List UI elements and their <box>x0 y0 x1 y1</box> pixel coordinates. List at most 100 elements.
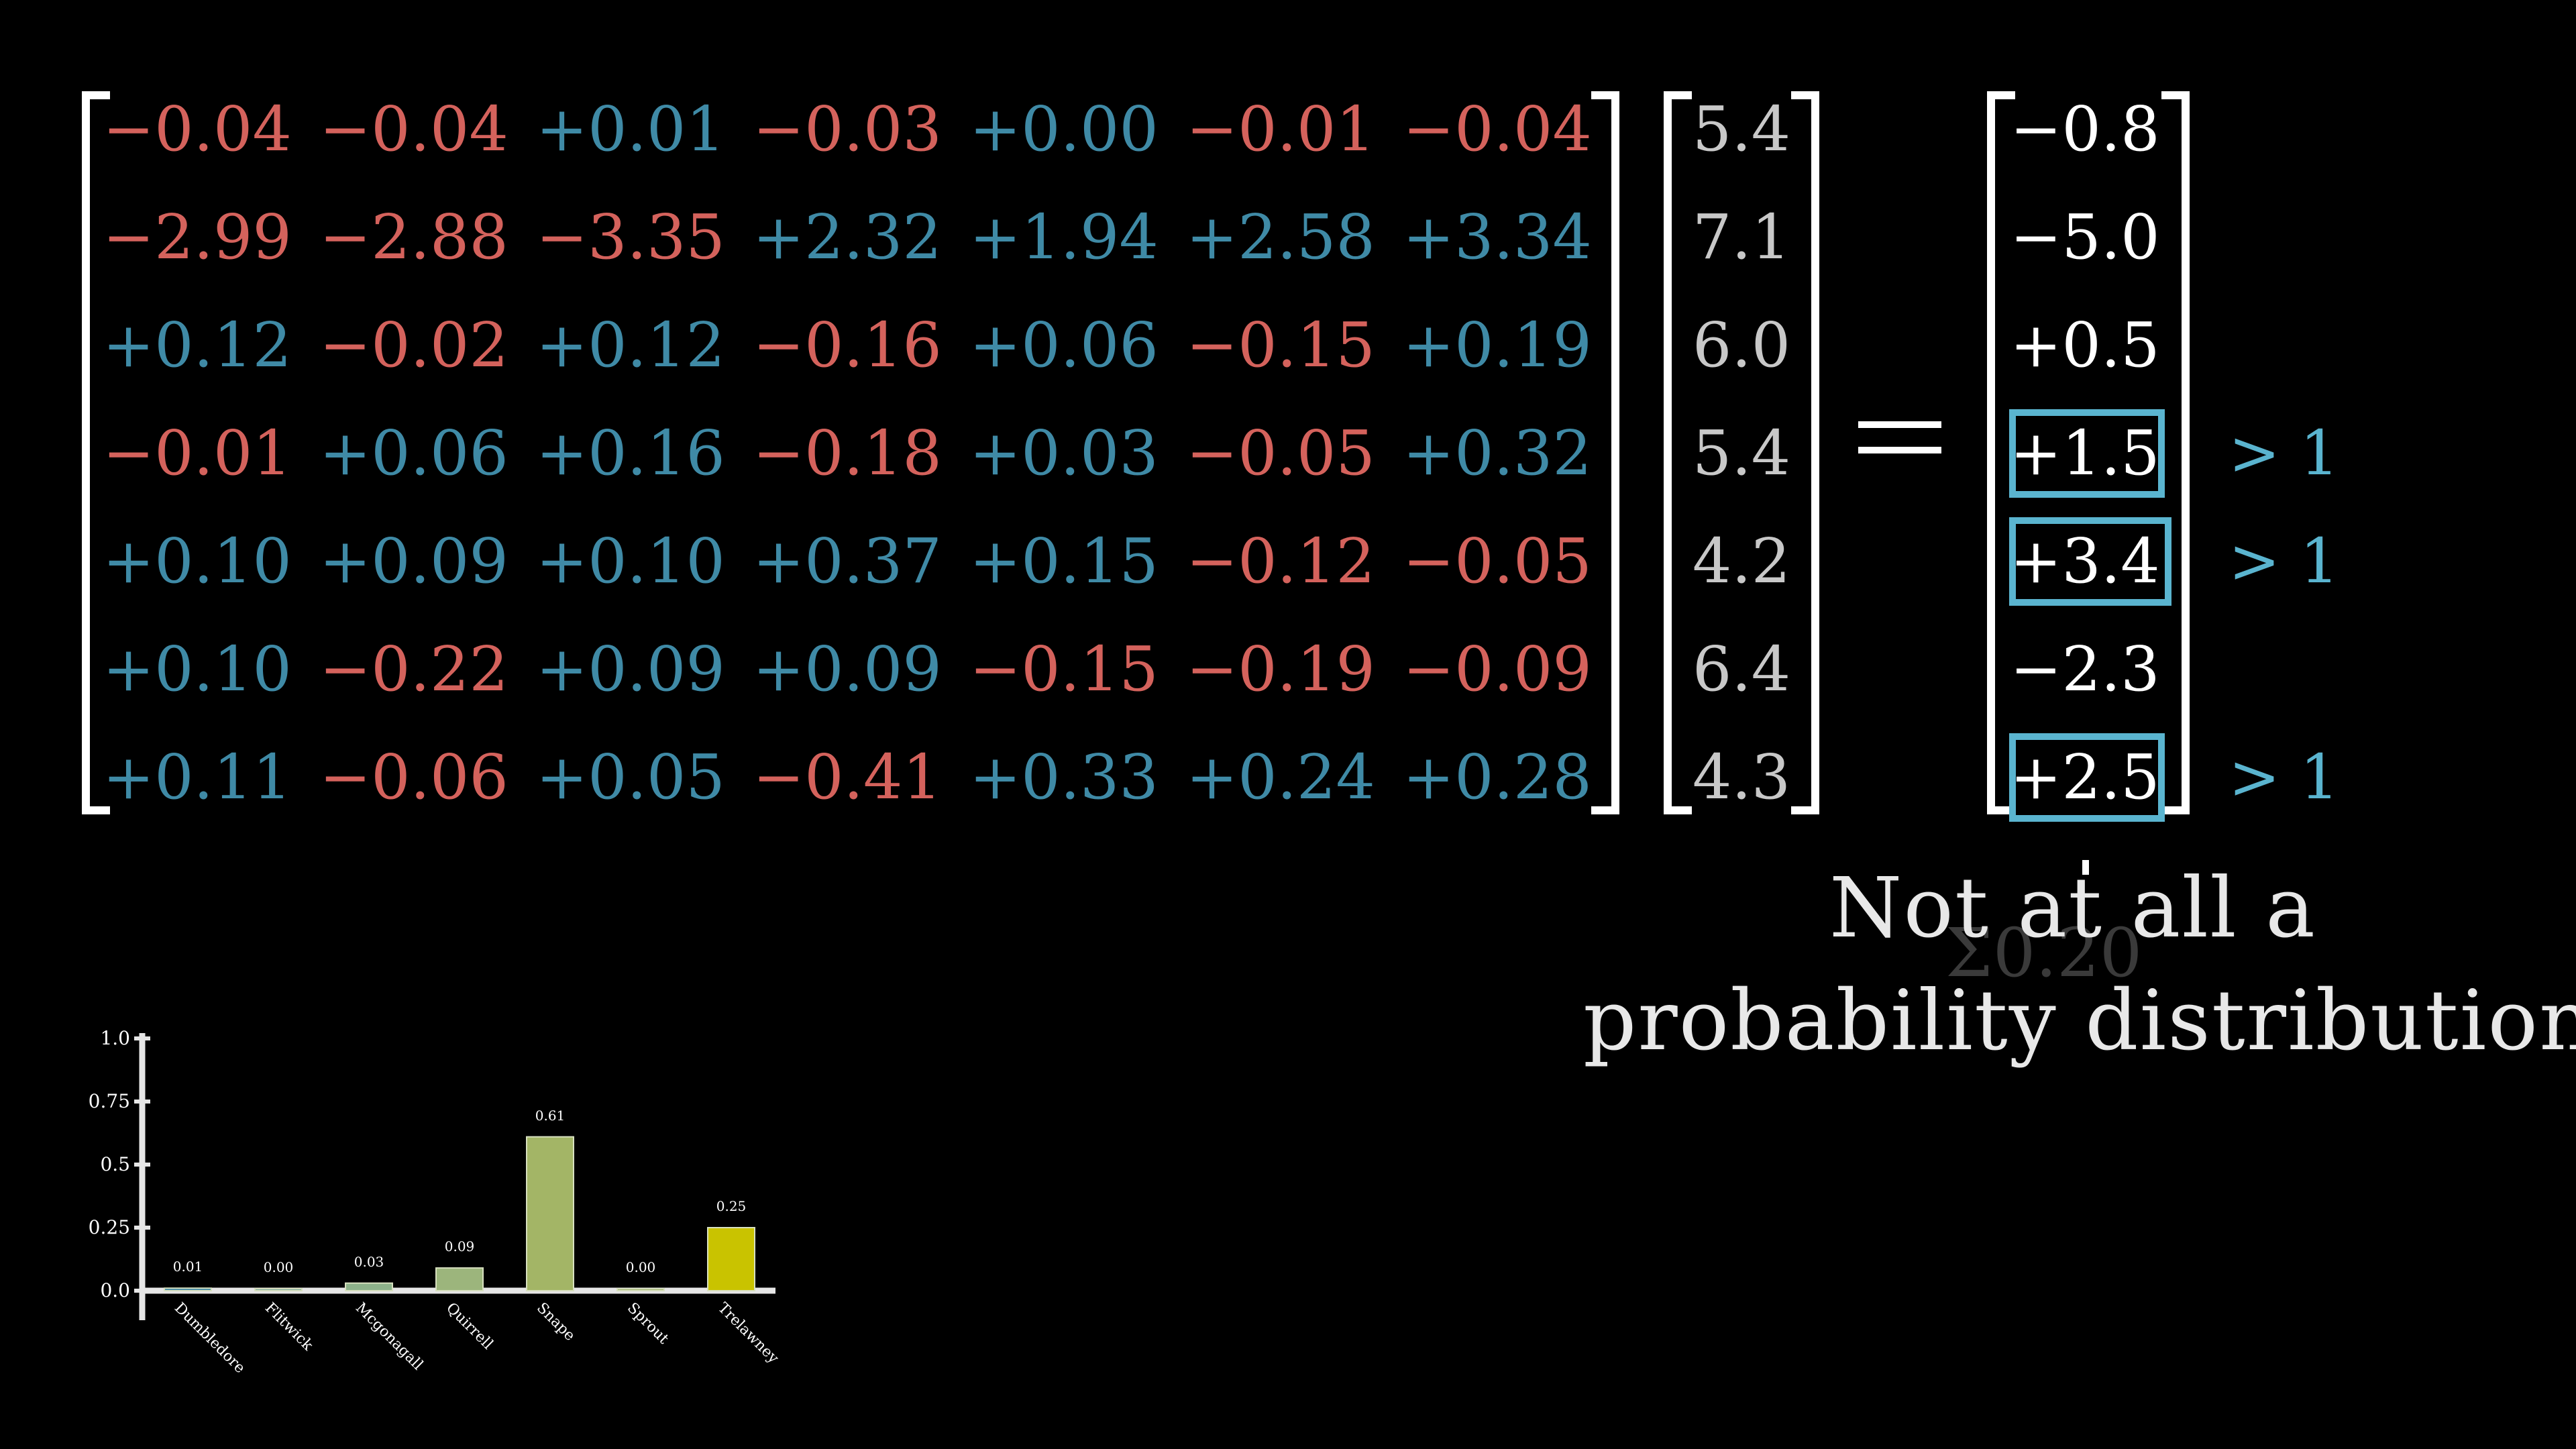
chart-value-label: 0.00 <box>263 1259 294 1275</box>
matrix-cell: +0.09 <box>319 525 508 597</box>
matrix-cell: −2.88 <box>319 201 508 273</box>
chart-y-tick-label: 0.0 <box>100 1279 130 1301</box>
output-vector-left-bracket <box>1987 91 2015 814</box>
matrix-cell: +0.09 <box>753 633 942 705</box>
matrix-cell: −3.35 <box>536 201 725 273</box>
output-vector-entry: −0.8 <box>2010 93 2160 165</box>
matrix-cell: +0.24 <box>1186 741 1375 813</box>
matrix-cell: +0.10 <box>536 525 725 597</box>
matrix-cell: −0.19 <box>1186 633 1375 705</box>
matrix-right-bracket <box>1591 91 1619 814</box>
matrix-cell: +3.34 <box>1403 201 1592 273</box>
input-vector-right-bracket <box>1791 91 1819 814</box>
chart-y-tick-label: 0.75 <box>88 1090 130 1112</box>
output-vector-entry: −2.3 <box>2010 633 2160 705</box>
output-vector-entry: +2.5 <box>2010 741 2160 813</box>
chart-bar <box>435 1267 484 1292</box>
matrix-cell: +0.12 <box>536 309 725 381</box>
input-vector-entry: 5.4 <box>1692 417 1791 489</box>
highlight-box <box>2009 409 2165 498</box>
note-line-1: Not at all a <box>1829 860 2317 957</box>
matrix-cell: +0.32 <box>1403 417 1592 489</box>
matrix-cell: −0.04 <box>1403 93 1592 165</box>
matrix-cell: −0.05 <box>1186 417 1375 489</box>
highlight-box <box>2009 733 2165 822</box>
matrix-cell: +0.01 <box>536 93 725 165</box>
matrix-cell: −0.02 <box>319 309 508 381</box>
input-vector-entry: 7.1 <box>1692 201 1791 273</box>
matrix-cell: −0.09 <box>1403 633 1592 705</box>
note-line-2: probability distribution! <box>1583 973 2576 1069</box>
input-vector-entry: 6.4 <box>1692 633 1791 705</box>
matrix-cell: −0.18 <box>753 417 942 489</box>
chart-bar <box>707 1227 755 1291</box>
input-vector-entry: 4.3 <box>1692 741 1791 813</box>
matrix-cell: −0.15 <box>969 633 1159 705</box>
matrix-cell: −0.04 <box>319 93 508 165</box>
matrix-cell: +0.10 <box>103 633 292 705</box>
matrix-cell: −0.41 <box>753 741 942 813</box>
matrix-cell: −0.05 <box>1403 525 1592 597</box>
input-vector-entry: 5.4 <box>1692 93 1791 165</box>
matrix-cell: +0.11 <box>103 741 292 813</box>
highlight-box <box>2009 517 2171 606</box>
chart-bar <box>526 1136 574 1292</box>
chart-bar <box>616 1288 665 1291</box>
pointer-tick <box>2082 860 2089 875</box>
matrix-cell: +0.28 <box>1403 741 1592 813</box>
matrix-cell: −0.12 <box>1186 525 1375 597</box>
matrix-cell: −0.22 <box>319 633 508 705</box>
input-vector-left-bracket <box>1664 91 1692 814</box>
matrix-cell: −0.03 <box>753 93 942 165</box>
matrix-cell: +0.09 <box>536 633 725 705</box>
highlight-boxes <box>2009 409 2171 822</box>
chart-value-label: 0.09 <box>444 1238 475 1255</box>
matrix-cell: −0.04 <box>103 93 292 165</box>
output-vector-entry: +3.4 <box>2010 525 2160 597</box>
greater-than-one-label: > 1 <box>2229 417 2339 489</box>
chart-y-tick-label: 1.0 <box>100 1027 130 1049</box>
chart-bar <box>345 1282 393 1291</box>
output-vector-entry: −5.0 <box>2010 201 2160 273</box>
output-vector-entry: +0.5 <box>2010 309 2160 381</box>
matrix-cell: +2.58 <box>1186 201 1375 273</box>
chart-value-label: 0.25 <box>716 1198 747 1214</box>
output-vector-right-bracket <box>2161 91 2190 814</box>
matrix-cell: +0.33 <box>969 741 1159 813</box>
input-vector-entry: 6.0 <box>1692 309 1791 381</box>
matrix-cell: −0.16 <box>753 309 942 381</box>
matrix-cell: +0.12 <box>103 309 292 381</box>
chart-bar <box>164 1287 212 1291</box>
chart-value-label: 0.00 <box>625 1259 656 1275</box>
chart-value-label: 0.01 <box>172 1258 203 1275</box>
chart-y-tick-label: 0.25 <box>88 1216 130 1238</box>
matrix-cell: +1.94 <box>969 201 1159 273</box>
matrix-cell: +0.00 <box>969 93 1159 165</box>
matrix-cell: −0.15 <box>1186 309 1375 381</box>
chart-value-label: 0.61 <box>535 1107 566 1124</box>
equals-sign <box>1858 421 1945 462</box>
matrix-cell: −0.01 <box>1186 93 1375 165</box>
greater-than-one-label: > 1 <box>2229 525 2339 597</box>
chart-bar <box>254 1288 303 1291</box>
matrix-cell: +0.16 <box>536 417 725 489</box>
output-vector-entry: +1.5 <box>2010 417 2160 489</box>
matrix-cell: +0.06 <box>969 309 1159 381</box>
matrix-cell: +0.19 <box>1403 309 1592 381</box>
matrix-left-bracket <box>82 91 110 814</box>
matrix-cell: −2.99 <box>103 201 292 273</box>
greater-than-one-label: > 1 <box>2229 741 2339 813</box>
matrix-cell: +0.37 <box>753 525 942 597</box>
chart-value-label: 0.03 <box>354 1253 384 1270</box>
matrix-cell: +0.06 <box>319 417 508 489</box>
bar-chart <box>134 1033 775 1320</box>
matrix-cell: +0.10 <box>103 525 292 597</box>
input-vector-entry: 4.2 <box>1692 525 1791 597</box>
matrix-cell: +0.15 <box>969 525 1159 597</box>
matrix-cell: +2.32 <box>753 201 942 273</box>
chart-y-tick-label: 0.5 <box>100 1153 130 1175</box>
faint-sum-text: Σ0.20 <box>1945 914 2143 992</box>
matrix-cell: +0.05 <box>536 741 725 813</box>
